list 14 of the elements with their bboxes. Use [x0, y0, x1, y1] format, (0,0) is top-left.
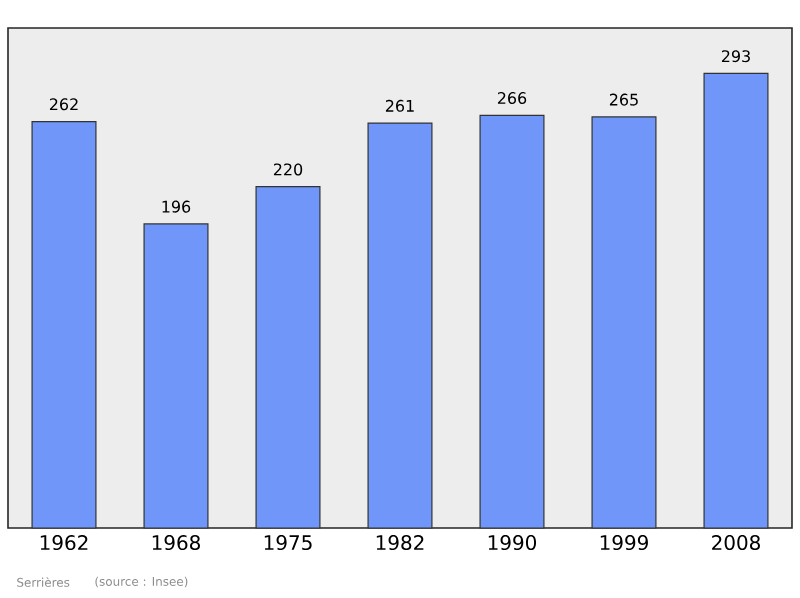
- bar: [255, 186, 321, 529]
- x-tick-label: 2008: [712, 535, 760, 551]
- x-tick-label: 1975: [264, 535, 312, 551]
- bar: [367, 122, 433, 529]
- bar: [591, 116, 657, 529]
- x-tick-label: 1999: [600, 535, 648, 551]
- x-tick-label: 1962: [40, 535, 88, 551]
- x-tick-label: 1968: [152, 535, 200, 551]
- x-tick-label: 1982: [376, 535, 424, 551]
- bar: [31, 120, 97, 529]
- x-tick-label: 1990: [488, 535, 537, 551]
- bar: [703, 72, 769, 529]
- bar: [143, 223, 209, 529]
- bar: [479, 114, 545, 529]
